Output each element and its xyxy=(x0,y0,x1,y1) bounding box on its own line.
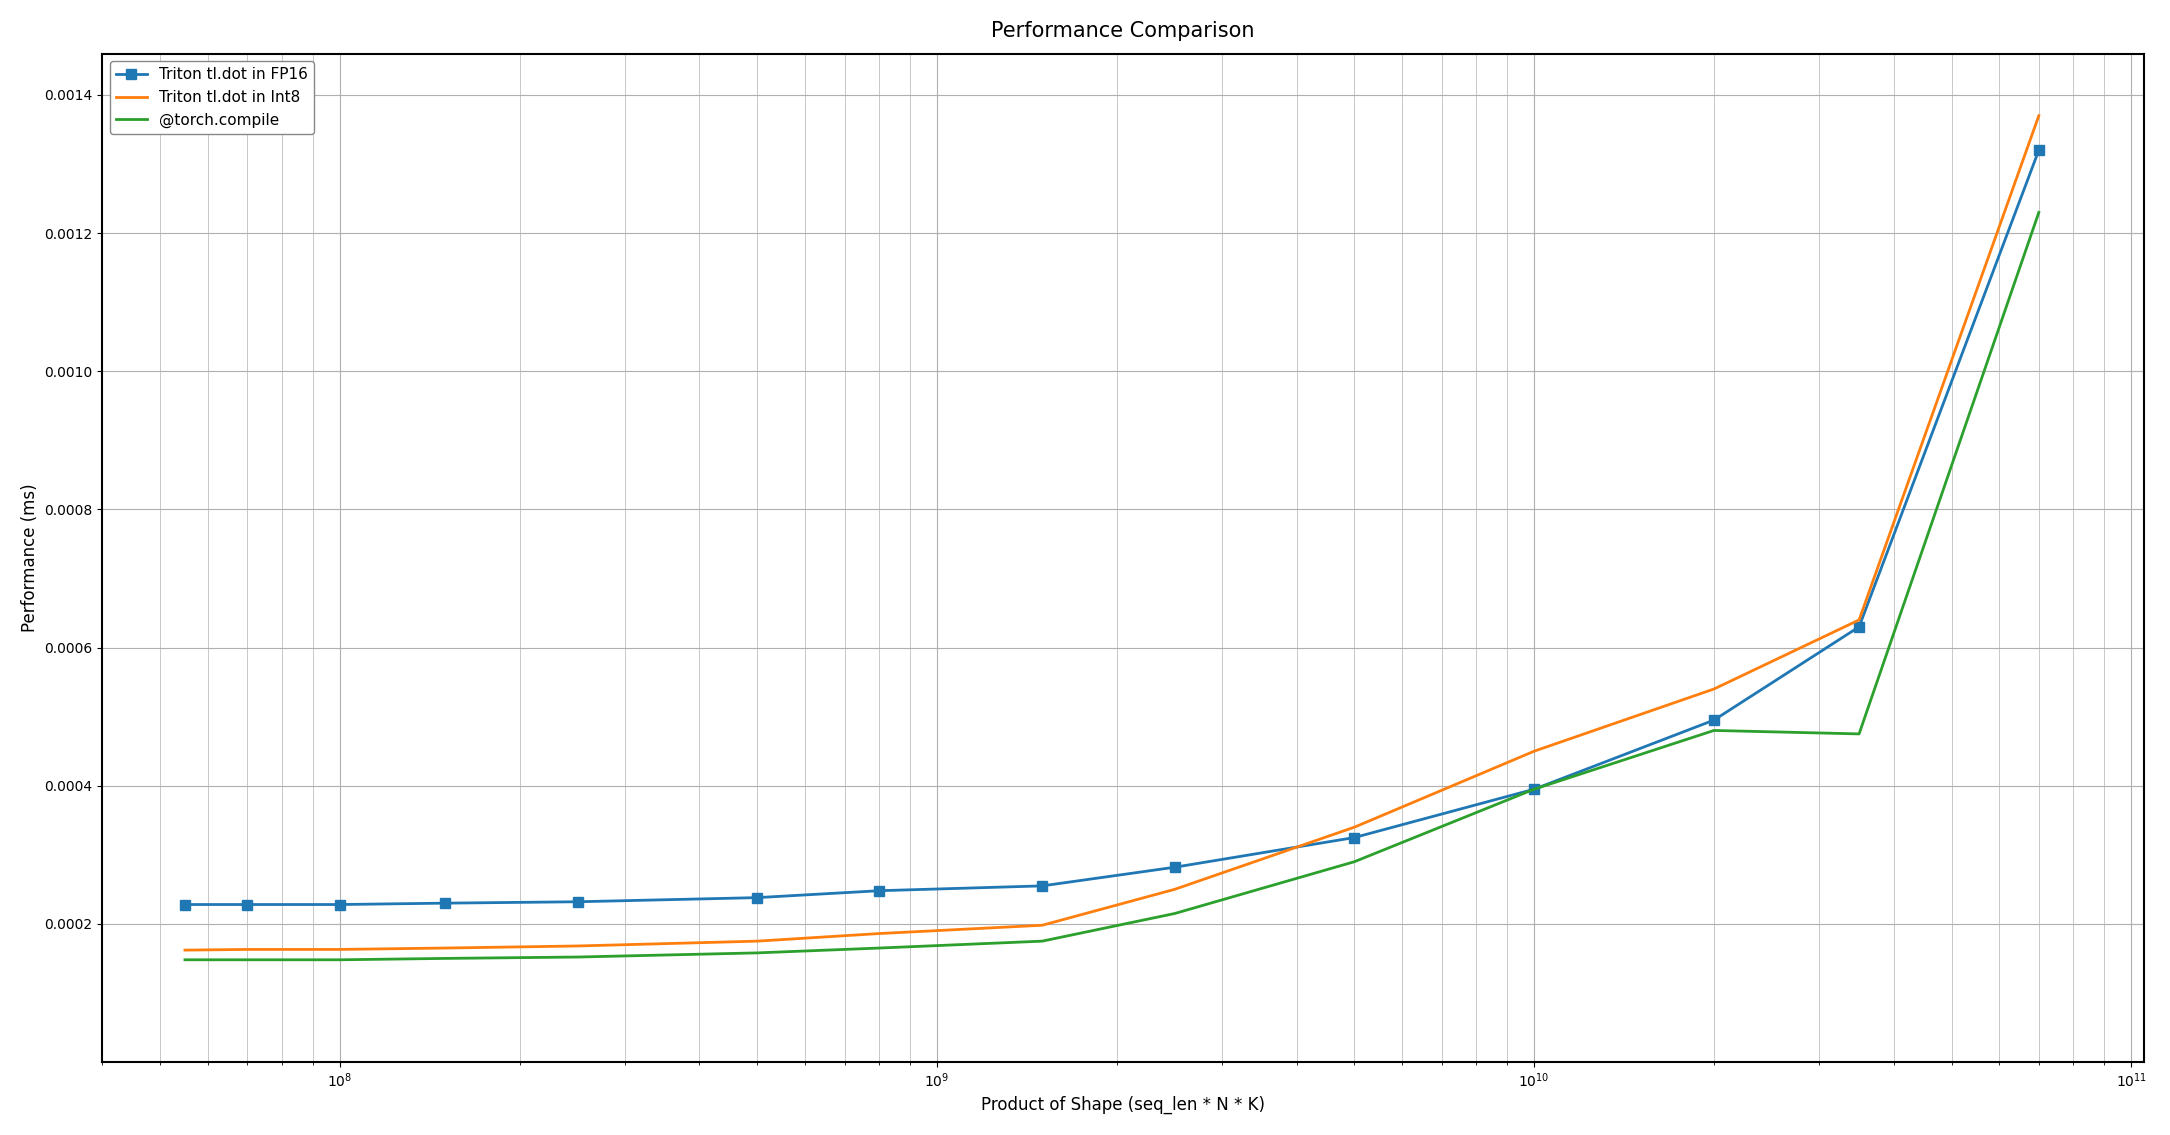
Triton tl.dot in FP16 xyxy=(432,897,458,910)
Legend: Triton tl.dot in FP16, Triton tl.dot in Int8, @torch.compile: Triton tl.dot in FP16, Triton tl.dot in … xyxy=(111,61,315,134)
Triton tl.dot in FP16 xyxy=(1521,782,1547,796)
Triton tl.dot in FP16 xyxy=(1029,880,1055,893)
Triton tl.dot in FP16 xyxy=(866,884,892,898)
Triton tl.dot in Int8 xyxy=(2027,109,2053,123)
Triton tl.dot in Int8 xyxy=(234,943,260,957)
Triton tl.dot in FP16 xyxy=(234,898,260,911)
Triton tl.dot in FP16 xyxy=(1161,860,1187,874)
@torch.compile xyxy=(1521,782,1547,796)
Triton tl.dot in FP16 xyxy=(1847,620,1873,633)
@torch.compile xyxy=(1847,728,1873,741)
@torch.compile xyxy=(866,941,892,955)
Triton tl.dot in Int8 xyxy=(171,943,197,957)
@torch.compile xyxy=(2027,205,2053,219)
Line: Triton tl.dot in FP16: Triton tl.dot in FP16 xyxy=(180,145,2044,909)
@torch.compile xyxy=(171,953,197,967)
X-axis label: Product of Shape (seq_len * N * K): Product of Shape (seq_len * N * K) xyxy=(981,1096,1265,1115)
Triton tl.dot in Int8 xyxy=(1847,613,1873,627)
@torch.compile xyxy=(432,951,458,965)
Triton tl.dot in FP16 xyxy=(2027,143,2053,157)
Triton tl.dot in Int8 xyxy=(564,939,590,952)
@torch.compile xyxy=(1161,907,1187,920)
Triton tl.dot in Int8 xyxy=(1161,883,1187,897)
Triton tl.dot in Int8 xyxy=(744,934,770,948)
Title: Performance Comparison: Performance Comparison xyxy=(992,20,1254,41)
Triton tl.dot in Int8 xyxy=(1701,682,1727,696)
Triton tl.dot in Int8 xyxy=(1341,821,1367,834)
Y-axis label: Performance (ms): Performance (ms) xyxy=(22,484,39,632)
@torch.compile xyxy=(1029,934,1055,948)
Triton tl.dot in FP16 xyxy=(328,898,354,911)
Triton tl.dot in FP16 xyxy=(171,898,197,911)
Line: Triton tl.dot in Int8: Triton tl.dot in Int8 xyxy=(184,116,2040,950)
Triton tl.dot in FP16 xyxy=(564,896,590,909)
Triton tl.dot in Int8 xyxy=(328,943,354,957)
@torch.compile xyxy=(564,950,590,964)
Triton tl.dot in Int8 xyxy=(1029,918,1055,932)
Triton tl.dot in FP16 xyxy=(1341,831,1367,844)
Triton tl.dot in FP16 xyxy=(1701,713,1727,726)
Triton tl.dot in Int8 xyxy=(866,927,892,941)
@torch.compile xyxy=(328,953,354,967)
@torch.compile xyxy=(1341,855,1367,868)
Triton tl.dot in FP16 xyxy=(744,891,770,905)
Line: @torch.compile: @torch.compile xyxy=(184,212,2040,960)
@torch.compile xyxy=(234,953,260,967)
Triton tl.dot in Int8 xyxy=(1521,745,1547,758)
@torch.compile xyxy=(744,947,770,960)
Triton tl.dot in Int8 xyxy=(432,941,458,955)
@torch.compile xyxy=(1701,724,1727,738)
